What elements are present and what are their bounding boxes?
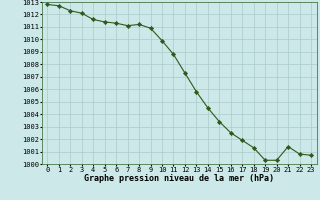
X-axis label: Graphe pression niveau de la mer (hPa): Graphe pression niveau de la mer (hPa) [84,174,274,183]
